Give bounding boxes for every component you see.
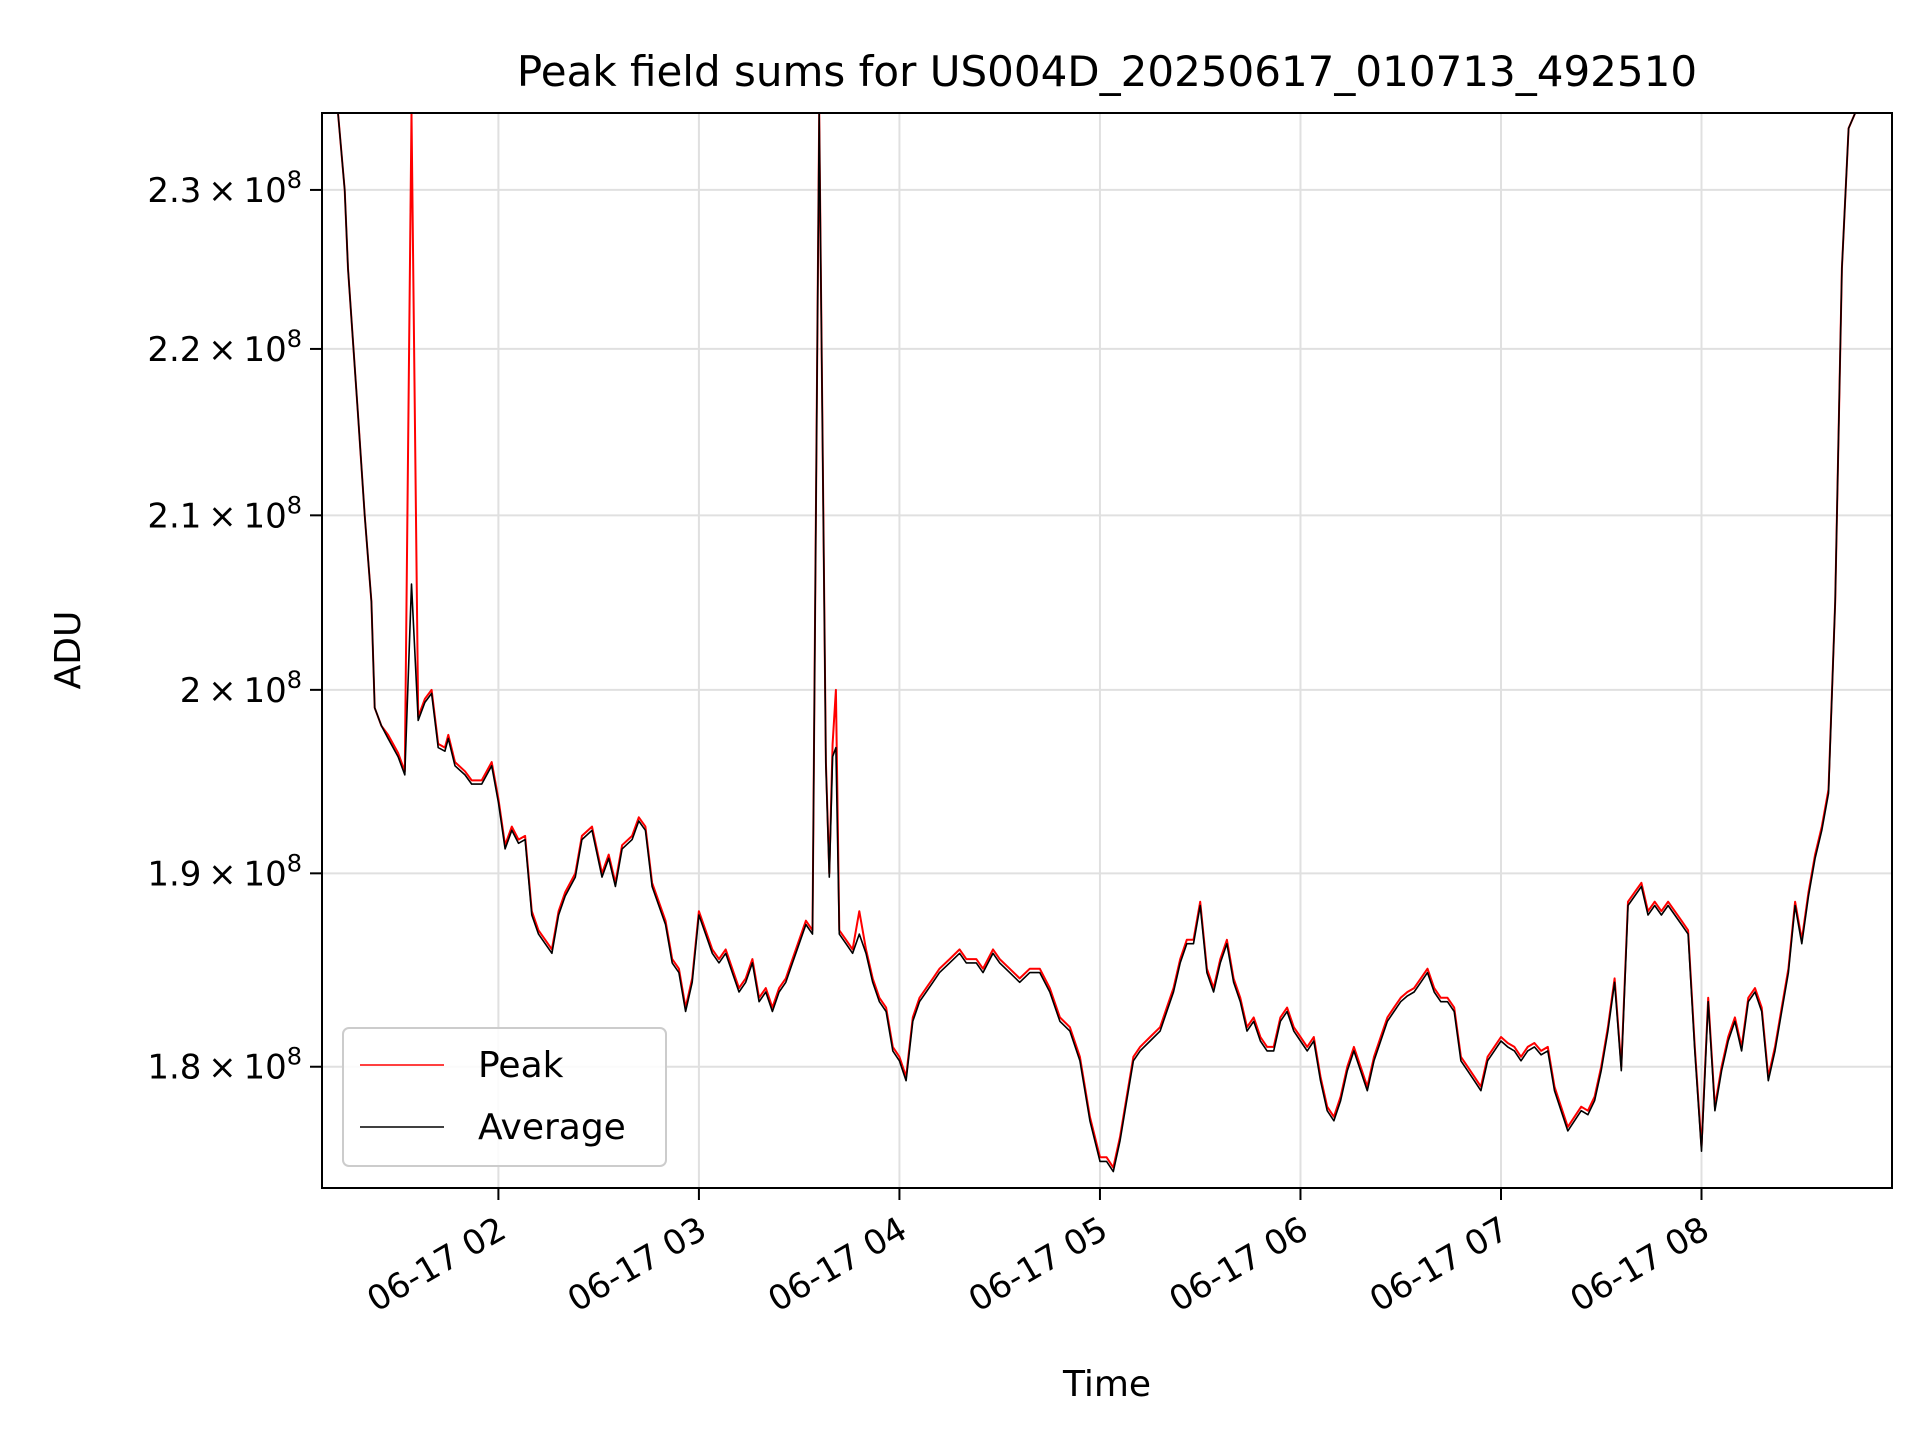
grid: [322, 113, 1892, 1188]
y-tick-label: 2.3 × 108: [147, 166, 302, 211]
legend: Peak Average: [342, 1027, 667, 1167]
y-axis-label: ADU: [48, 611, 89, 690]
legend-label-average: Average: [478, 1107, 626, 1148]
y-tick-label: 1.8 × 108: [147, 1043, 302, 1088]
legend-label-peak: Peak: [478, 1045, 564, 1086]
series-layer: [322, 113, 1862, 1173]
y-axis: 1.8 × 108 1.9 × 108 2 × 108 2.1 × 108 2.2 × …: [147, 166, 322, 1088]
series-average-line: [322, 113, 1862, 1173]
legend-box: [342, 1027, 667, 1167]
x-axis-label: Time: [1062, 1364, 1151, 1405]
plot-frame: [321, 112, 1893, 1189]
y-tick-label: 1.9 × 108: [147, 849, 302, 894]
y-tick-label: 2.1 × 108: [147, 491, 302, 536]
chart-title: Peak field sums for US004D_20250617_0107…: [517, 47, 1697, 96]
y-tick-label: 2.2 × 108: [147, 325, 302, 370]
y-tick-label: 2 × 108: [180, 666, 302, 711]
